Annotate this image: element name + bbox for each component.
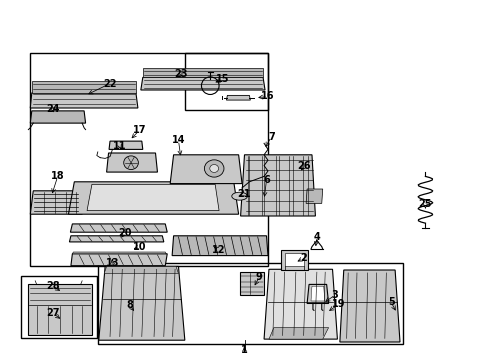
Polygon shape	[285, 253, 304, 266]
Text: 27: 27	[46, 308, 60, 318]
Ellipse shape	[231, 192, 247, 200]
Ellipse shape	[123, 156, 138, 170]
Text: 16: 16	[261, 91, 274, 102]
Polygon shape	[70, 224, 167, 232]
Text: 4: 4	[313, 232, 320, 242]
Text: 25: 25	[418, 199, 431, 210]
Polygon shape	[281, 250, 307, 270]
Polygon shape	[310, 286, 324, 301]
Text: 20: 20	[118, 228, 131, 238]
Polygon shape	[264, 269, 337, 339]
Bar	[20, 276, 97, 338]
Text: 2: 2	[299, 253, 306, 264]
Text: 7: 7	[267, 132, 274, 142]
Polygon shape	[30, 93, 138, 108]
Text: 26: 26	[297, 161, 310, 171]
Polygon shape	[28, 284, 92, 335]
Text: 21: 21	[236, 189, 250, 199]
Polygon shape	[72, 252, 166, 254]
Polygon shape	[30, 191, 82, 214]
Polygon shape	[69, 236, 163, 242]
Text: 28: 28	[46, 281, 60, 291]
Text: 8: 8	[126, 300, 133, 310]
Text: 10: 10	[132, 242, 146, 252]
Bar	[30, 53, 267, 266]
Polygon shape	[172, 236, 267, 256]
Polygon shape	[239, 272, 264, 295]
Polygon shape	[71, 254, 167, 266]
Text: 13: 13	[105, 258, 119, 268]
Polygon shape	[141, 77, 264, 90]
Polygon shape	[32, 81, 136, 93]
Text: 22: 22	[103, 78, 117, 89]
Polygon shape	[106, 153, 157, 172]
Text: 12: 12	[212, 245, 225, 255]
Text: 14: 14	[171, 135, 185, 145]
Polygon shape	[142, 68, 263, 77]
Text: 6: 6	[263, 175, 269, 185]
Polygon shape	[240, 155, 315, 216]
Text: 18: 18	[51, 171, 64, 181]
Bar	[184, 53, 267, 110]
Text: 3: 3	[331, 290, 338, 300]
Polygon shape	[305, 189, 322, 203]
Text: 11: 11	[113, 141, 126, 151]
Ellipse shape	[209, 165, 218, 172]
Polygon shape	[306, 284, 328, 303]
Polygon shape	[68, 182, 238, 214]
Polygon shape	[170, 155, 242, 184]
Polygon shape	[104, 266, 178, 274]
Polygon shape	[99, 266, 184, 340]
Text: 19: 19	[331, 299, 345, 309]
Text: 9: 9	[255, 272, 262, 282]
Text: 15: 15	[215, 74, 229, 84]
Polygon shape	[226, 95, 250, 100]
Polygon shape	[268, 328, 328, 339]
Polygon shape	[109, 141, 142, 149]
Text: 5: 5	[387, 297, 394, 307]
Text: 24: 24	[46, 104, 60, 114]
Bar	[98, 263, 403, 344]
Text: 23: 23	[174, 69, 187, 79]
Ellipse shape	[204, 160, 224, 177]
Text: 1: 1	[241, 345, 247, 355]
Text: 17: 17	[132, 125, 146, 135]
Polygon shape	[30, 111, 85, 123]
Polygon shape	[339, 270, 399, 342]
Polygon shape	[87, 184, 219, 211]
